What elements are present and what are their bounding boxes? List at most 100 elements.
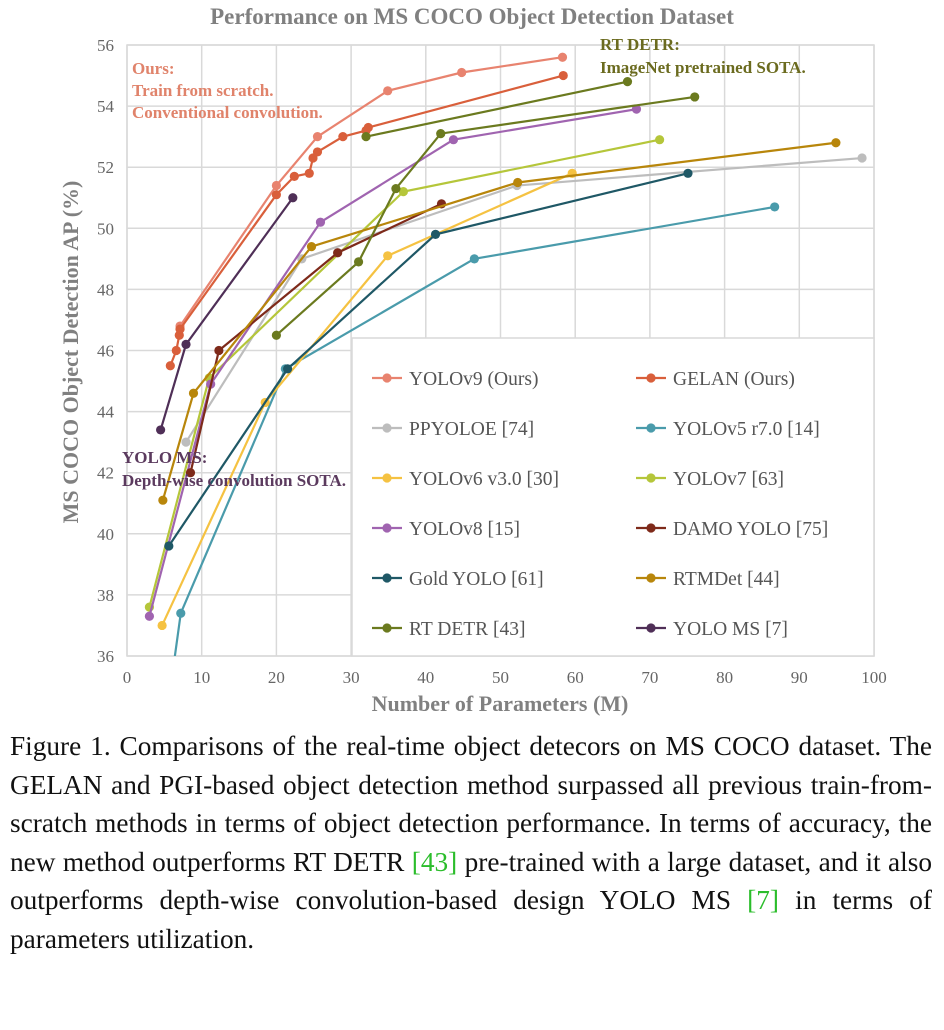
legend-marker [646,573,656,583]
y-tick-label: 50 [97,219,114,238]
data-point [158,495,168,505]
legend-label: YOLOv6 v3.0 [30] [409,469,559,490]
annotation-text: YOLO MS: [122,448,207,467]
caption-text-3: in terms of parameters utilization. [10,885,932,954]
data-point [271,180,281,191]
series-line [365,80,628,138]
data-point [436,128,446,139]
x-tick-label: 80 [716,668,733,687]
x-tick-label: 0 [123,668,132,687]
legend-label: YOLOv9 (Ours) [409,369,538,390]
series-line [189,202,442,473]
data-point [188,388,199,398]
data-point [430,229,441,240]
y-axis-label: MS COCO Object Detection AP (%) [58,181,83,524]
legend-entry: YOLOv8 [15] [372,519,520,540]
data-point [383,251,393,261]
data-point [271,190,281,200]
legend-label: YOLOv5 r7.0 [14] [673,419,820,440]
legend-label: YOLOv8 [15] [409,519,520,540]
legend-marker [382,523,392,533]
x-tick-label: 90 [791,668,808,687]
annotation-text: Conventional convolution. [132,103,323,122]
figure-caption: Figure 1. Comparisons of the real-time o… [10,727,932,958]
annotation-text: Depth-wise convolution SOTA. [122,471,346,490]
caption-text-2: pre-trained with a large dataset, and it… [10,846,932,916]
citation-link-43[interactable]: [43] [411,846,458,877]
series-gelan-ours [165,70,568,371]
data-point [176,608,186,618]
data-point [469,254,479,264]
legend-marker [646,523,656,533]
data-point [144,611,155,621]
y-tick-label: 46 [97,342,114,361]
legend-entry: YOLOv5 r7.0 [14] [636,419,820,440]
series-line [179,56,563,327]
legend-entry: YOLOv7 [63] [636,469,784,490]
series-gold-yolo-61 [164,168,693,551]
y-tick-label: 40 [97,525,114,544]
data-point [312,147,323,157]
legend-background [351,337,875,657]
data-point [171,345,181,356]
legend: YOLOv9 (Ours) GELAN (Ours) PPYOLOE [74] YOL… [372,369,828,640]
x-tick-label: 40 [417,668,434,687]
y-tick-label: 54 [97,97,115,116]
data-point [690,92,700,102]
legend-marker [382,623,392,633]
data-point [288,193,298,203]
legend-box [351,337,875,657]
series-rt-detr-43 [271,77,700,340]
y-tick-label: 36 [97,647,114,666]
data-point [289,171,299,181]
y-tick-label: 52 [97,158,114,177]
annotation-text: Train from scratch. [132,81,273,100]
legend-entry: RTMDet [44] [636,569,780,590]
data-point [156,425,166,435]
data-point [857,153,867,163]
legend-marker [646,473,656,483]
legend-label: RT DETR [43] [409,619,526,640]
annotations: Ours: Train from scratch. Conventional con… [122,35,806,490]
legend-label: RTMDet [44] [673,569,780,590]
tick-labels: 0 10 20 30 40 50 60 70 80 90 100 36 38 40 42 44 46 48 50 52… [97,36,887,687]
legend-entry: Gold YOLO [61] [372,569,544,590]
citation-link-7[interactable]: [7] [747,885,779,915]
data-point [363,122,373,133]
data-point [306,242,317,252]
series-line [167,172,689,547]
legend-label: YOLO MS [7] [673,619,788,640]
data-point [770,202,780,212]
legend-marker [646,623,656,633]
data-point [655,135,665,145]
x-tick-label: 50 [492,668,509,687]
data-point [513,177,523,188]
data-point [165,361,175,371]
chart-title: Performance on MS COCO Object Detection … [210,4,734,29]
y-tick-label: 38 [97,586,114,605]
data-point [283,364,293,374]
data-point [457,67,467,78]
performance-chart: Performance on MS COCO Object Detection … [58,4,887,716]
data-point [631,104,642,114]
legend-entry: YOLOv9 (Ours) [372,369,538,390]
legend-marker [382,423,392,433]
x-axis-label: Number of Parameters (M) [372,691,629,716]
data-point [448,135,459,145]
annotation-text: ImageNet pretrained SOTA. [600,58,806,77]
data-point [312,132,323,142]
legend-label: Gold YOLO [61] [409,569,544,590]
data-point [557,52,568,62]
series-yolo-ms-7 [156,193,298,435]
annotation-text: Ours: [132,59,175,78]
annotation-text: RT DETR: [600,35,680,54]
data-point [353,257,364,267]
x-tick-label: 60 [567,668,584,687]
legend-marker [646,423,656,433]
y-tick-label: 44 [97,403,115,422]
x-tick-label: 100 [861,668,887,687]
data-point [175,324,185,334]
data-point [185,468,196,478]
data-point [683,168,693,178]
legend-entry: DAMO YOLO [75] [636,519,828,540]
